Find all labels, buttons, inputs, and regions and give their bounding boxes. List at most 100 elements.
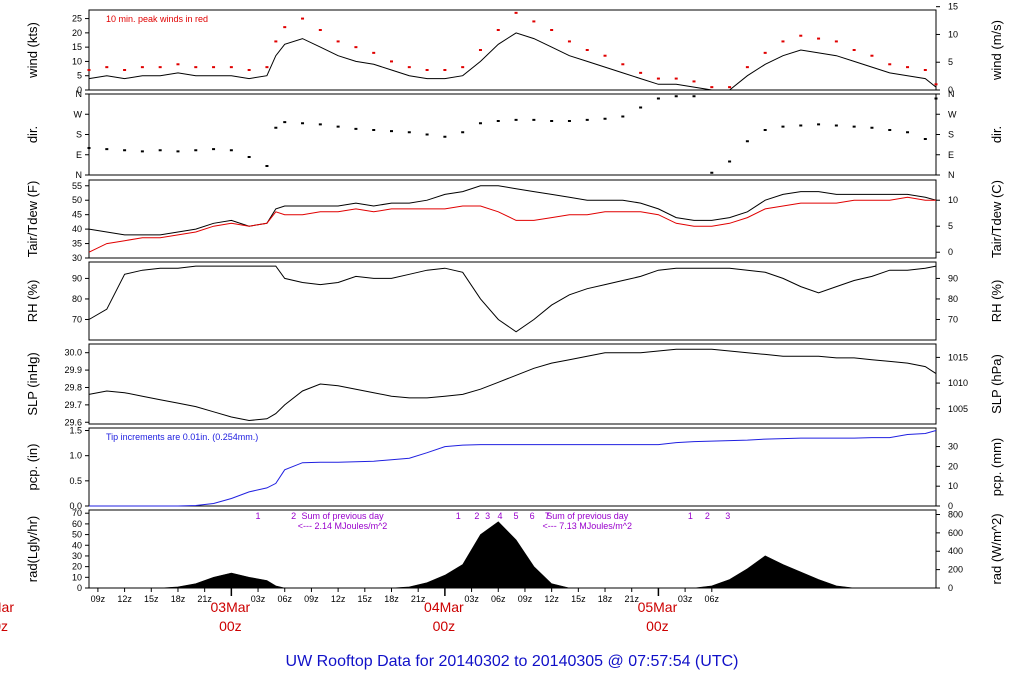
y-right-tick-label: 5 <box>948 221 953 231</box>
data-point <box>692 95 696 98</box>
data-point <box>639 106 643 109</box>
x-tick-label: 06z <box>491 594 506 604</box>
panel-frame <box>88 179 937 259</box>
series-line <box>88 265 937 333</box>
data-point <box>443 135 447 138</box>
data-point <box>674 77 678 80</box>
data-point <box>496 29 500 31</box>
rad-sum-note: <--- 2.14 MJoules/m^2 <box>298 521 388 531</box>
data-point <box>372 129 376 131</box>
panel-rh: 70 80 90 70 80 90 RH (%) RH (%) <box>25 261 1004 341</box>
data-point <box>229 149 233 152</box>
rad-annotation: 1 <box>456 511 461 521</box>
series-line <box>89 430 937 507</box>
panel-pcp: 0.0 0.5 1.0 1.5 0 10 20 30 pcp. (in) pcp. (mm) Tip… <box>25 426 1004 511</box>
data-point <box>674 95 678 98</box>
x-day-time: 00z <box>219 618 242 634</box>
panel-temp: 30 35 40 45 50 55 0 5 10 Tair/Tdew (F) Tair/Tdew (… <box>25 179 1004 263</box>
y-tick-label: 40 <box>72 540 82 550</box>
rad-annotation: 6 <box>530 511 535 521</box>
data-point <box>247 156 251 158</box>
data-point <box>87 147 91 149</box>
y-right-tick-label: 200 <box>948 565 963 575</box>
y-right-tick-label: 0 <box>948 247 953 257</box>
data-point <box>852 49 856 51</box>
data-point <box>176 63 180 66</box>
series-line <box>88 196 936 253</box>
data-point <box>140 66 144 69</box>
y-right-tick-label: 1005 <box>948 404 968 414</box>
x-tick-label: 21z <box>411 594 426 604</box>
data-point <box>87 69 91 71</box>
data-point <box>817 123 821 126</box>
data-point <box>656 77 660 80</box>
data-point <box>140 150 144 153</box>
y-tick-label: 29.9 <box>64 365 82 375</box>
data-point <box>870 54 874 57</box>
x-day-time: 00z <box>0 618 8 634</box>
y-tick-label: W <box>74 109 83 119</box>
series-line <box>88 32 937 91</box>
y-right-tick-label: E <box>948 150 954 160</box>
x-day-label: 03Mar <box>211 599 251 615</box>
data-point <box>229 66 233 69</box>
data-point <box>692 80 696 83</box>
y-right-tick-label: 400 <box>948 546 963 556</box>
data-point <box>247 69 251 71</box>
y-tick-label: 30.0 <box>64 348 82 358</box>
data-point <box>603 54 607 57</box>
series-line <box>88 348 937 422</box>
y-tick-label: 50 <box>72 195 82 205</box>
data-point <box>745 140 749 143</box>
data-point <box>105 148 109 151</box>
panel-frame <box>88 343 937 425</box>
data-point <box>354 127 358 130</box>
y-tick-label: 30 <box>72 253 82 263</box>
data-point <box>710 86 714 89</box>
panel-slp: 29.6 29.7 29.8 29.9 30.0 1005 1010 1015 SLP (inH… <box>25 343 1004 427</box>
data-point <box>888 129 892 131</box>
data-point <box>934 97 938 100</box>
y-right-axis-label: rad (W/m^2) <box>989 513 1004 584</box>
data-point <box>799 34 803 37</box>
series-area <box>89 521 936 589</box>
data-point <box>461 131 465 134</box>
y-right-tick-label: 0 <box>948 85 953 95</box>
data-point <box>265 66 269 69</box>
data-point <box>407 66 411 69</box>
data-point <box>763 51 767 54</box>
panel-wind: 0 5 10 15 20 25 0 5 10 15 wind (kts) wind (m/s) 10 m… <box>25 2 1004 95</box>
data-point <box>934 83 938 86</box>
data-point <box>514 118 518 121</box>
x-tick-label: 15z <box>358 594 373 604</box>
data-point <box>656 97 660 100</box>
x-tick-label: 06z <box>705 594 720 604</box>
x-day-time: 00z <box>646 618 669 634</box>
y-tick-label: 70 <box>72 508 82 518</box>
data-point <box>550 29 554 31</box>
data-point <box>158 66 162 69</box>
y-axis-label: Tair/Tdew (F) <box>25 181 40 258</box>
data-point <box>763 129 767 131</box>
data-point <box>728 86 732 89</box>
y-tick-label: 0 <box>77 85 82 95</box>
rad-annotation: 2 <box>705 511 710 521</box>
x-tick-label: 09z <box>304 594 319 604</box>
data-point <box>834 40 838 43</box>
data-point <box>105 66 109 69</box>
x-tick-label: 21z <box>624 594 639 604</box>
rad-sum-note: <--- 7.13 MJoules/m^2 <box>542 521 632 531</box>
data-point <box>781 125 785 128</box>
y-tick-label: 1.0 <box>69 451 82 461</box>
y-axis-label: SLP (inHg) <box>25 352 40 415</box>
x-tick-label: 03z <box>464 594 479 604</box>
data-point <box>336 40 340 43</box>
rad-annotation: 4 <box>498 511 503 521</box>
chart-title: UW Rooftop Data for 20140302 to 20140305… <box>286 653 739 670</box>
y-right-tick-label: 1010 <box>948 378 968 388</box>
panel-note: Tip increments are 0.01in. (0.254mm.) <box>106 432 258 442</box>
panel-note: 10 min. peak winds in red <box>106 14 208 24</box>
y-right-tick-label: 15 <box>948 2 958 12</box>
